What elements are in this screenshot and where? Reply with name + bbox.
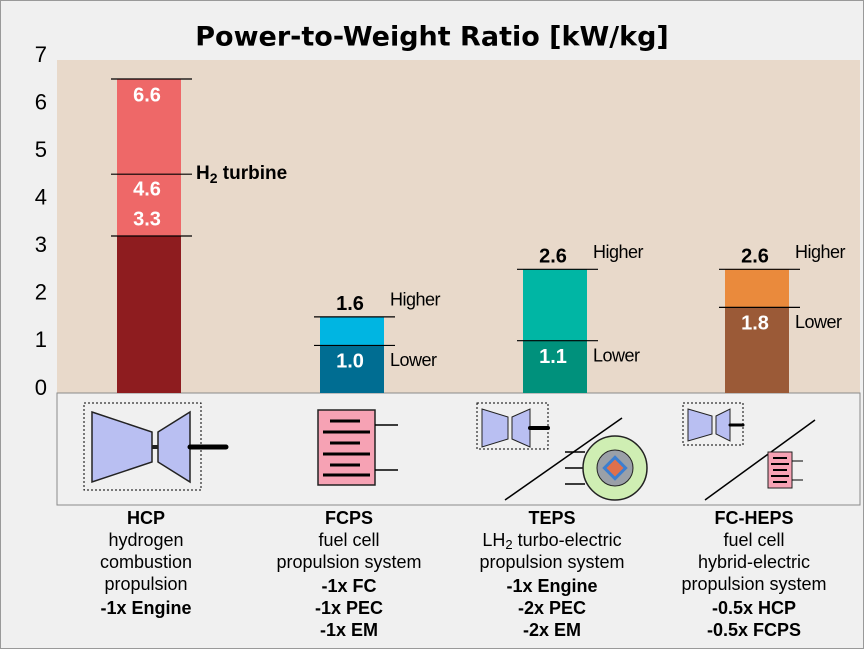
text-piece: hydrogen — [108, 530, 183, 550]
component: -1x PEC — [315, 598, 383, 618]
annotation-sub: 2 — [210, 170, 218, 186]
series-name: Higher — [593, 242, 644, 262]
fcheps-icon — [682, 402, 816, 501]
category-description: hydrogen — [108, 530, 183, 550]
annotation-rest: turbine — [218, 163, 288, 184]
bar-lower — [117, 236, 181, 393]
y-tick-label: 4 — [35, 185, 47, 210]
component: -2x EM — [523, 620, 581, 640]
text-piece: hybrid-electric — [698, 552, 810, 572]
fcps-icon — [317, 409, 398, 486]
text-piece: fuel cell — [318, 530, 379, 550]
y-tick-label: 0 — [35, 375, 47, 400]
bar-lower — [725, 307, 789, 393]
value-label: 4.6 — [133, 178, 161, 200]
text-piece: LH — [482, 530, 505, 550]
category-description: propulsion system — [681, 574, 826, 594]
category-name: TEPS — [528, 508, 575, 528]
bar-upper — [523, 269, 587, 341]
bar-upper — [320, 316, 384, 346]
category-description: fuel cell — [318, 530, 379, 550]
series-name: Higher — [795, 242, 846, 262]
text-piece: propulsion system — [479, 552, 624, 572]
value-label: 1.0 — [336, 351, 364, 373]
bar-lower — [523, 340, 587, 393]
category-description: propulsion system — [479, 552, 624, 572]
series-name: Higher — [390, 290, 441, 310]
bar-lower — [320, 345, 384, 393]
component: -1x FC — [321, 576, 376, 596]
component: -2x PEC — [518, 598, 586, 618]
component: -1x Engine — [506, 576, 597, 596]
y-tick-label: 3 — [35, 232, 47, 257]
text-piece: propulsion system — [276, 552, 421, 572]
text-piece: propulsion system — [681, 574, 826, 594]
value-label: 1.8 — [741, 313, 769, 335]
value-label: 2.6 — [539, 246, 567, 268]
component: -0.5x HCP — [712, 598, 796, 618]
text-piece: fuel cell — [723, 530, 784, 550]
annotation: H2 turbine — [196, 163, 287, 186]
category-name: FC-HEPS — [714, 508, 793, 528]
category-description: propulsion system — [276, 552, 421, 572]
y-tick-label: 5 — [35, 137, 47, 162]
category-description: hybrid-electric — [698, 552, 810, 572]
y-tick-label: 1 — [35, 327, 47, 352]
subscript: 2 — [505, 537, 512, 552]
category-description: propulsion — [104, 574, 187, 594]
value-label: 6.6 — [133, 84, 161, 106]
category-description: combustion — [100, 552, 192, 572]
y-tick-label: 2 — [35, 280, 47, 305]
category-name: FCPS — [325, 508, 373, 528]
text-piece: propulsion — [104, 574, 187, 594]
value-label: 3.3 — [133, 208, 161, 230]
bar-upper — [117, 79, 181, 237]
chart-title: Power-to-Weight Ratio [kW/kg] — [195, 22, 669, 53]
value-label: 2.6 — [741, 246, 769, 268]
teps-icon — [476, 402, 648, 501]
component: -1x Engine — [100, 598, 191, 618]
series-name: Lower — [795, 312, 842, 332]
component: -1x EM — [320, 620, 378, 640]
text-piece: combustion — [100, 552, 192, 572]
category-description: LH2 turbo-electric — [482, 530, 621, 553]
category-description: fuel cell — [723, 530, 784, 550]
y-tick-label: 7 — [35, 42, 47, 67]
text-piece: turbo-electric — [513, 530, 622, 550]
value-label: 1.1 — [539, 346, 567, 368]
component: -0.5x FCPS — [707, 620, 801, 640]
annotation-text: H — [196, 163, 210, 184]
bar-upper — [725, 269, 789, 308]
y-tick-label: 6 — [35, 89, 47, 114]
hcp-icon — [83, 402, 229, 491]
series-name: Lower — [593, 345, 640, 365]
value-label: 1.6 — [336, 293, 364, 315]
series-name: Lower — [390, 350, 437, 370]
category-name: HCP — [127, 508, 165, 528]
